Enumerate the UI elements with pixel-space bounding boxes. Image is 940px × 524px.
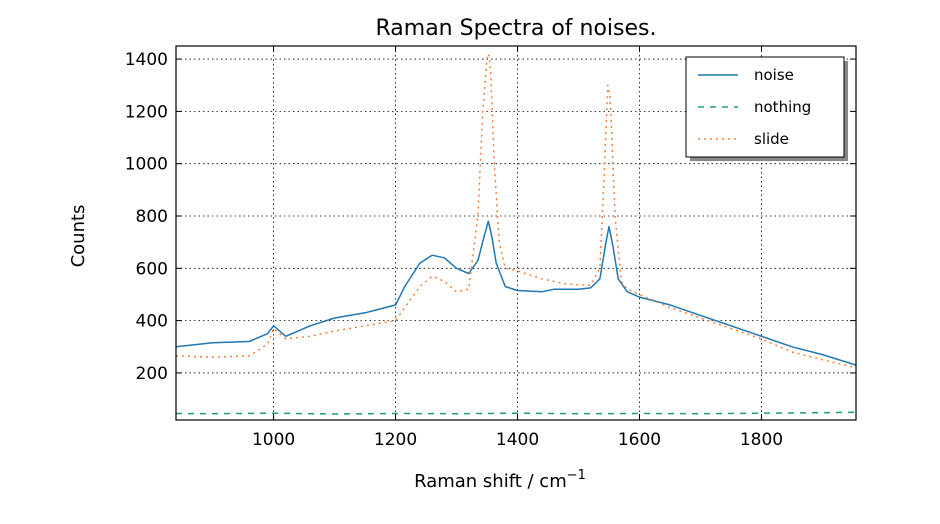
x-axis-label-superscript: −1 bbox=[567, 468, 586, 483]
y-tick-label: 1400 bbox=[125, 50, 168, 70]
legend: noise nothing slide bbox=[685, 56, 848, 161]
series-line-noise bbox=[175, 220, 857, 366]
y-axis-label: Counts bbox=[68, 205, 89, 268]
x-axis-label: Raman shift / cm−1 bbox=[414, 468, 586, 492]
plot-frame bbox=[175, 45, 857, 421]
x-tick-label: 1800 bbox=[740, 430, 783, 450]
x-tick-label: 1200 bbox=[374, 430, 417, 450]
y-tick-label: 800 bbox=[136, 207, 168, 227]
chart-title: Raman Spectra of noises. bbox=[375, 16, 656, 41]
grid bbox=[176, 46, 856, 420]
x-axis-label-text: Raman shift / cm bbox=[414, 471, 567, 492]
x-tick-label: 1400 bbox=[496, 430, 539, 450]
y-tick-label: 400 bbox=[136, 312, 168, 332]
axis-ticks: 1000 1200 1400 1600 1800 200 400 600 800 1000 1200… bbox=[125, 46, 856, 450]
y-tick-label: 1200 bbox=[125, 102, 168, 122]
series-line-slide bbox=[175, 53, 857, 369]
legend-label-noise: noise bbox=[754, 66, 794, 84]
series-line-nothing bbox=[175, 411, 857, 415]
y-tick-label: 200 bbox=[136, 364, 168, 384]
legend-label-slide: slide bbox=[754, 130, 789, 148]
x-tick-label: 1600 bbox=[618, 430, 661, 450]
legend-label-nothing: nothing bbox=[754, 98, 811, 116]
y-tick-label: 600 bbox=[136, 259, 168, 279]
y-tick-label: 1000 bbox=[125, 155, 168, 175]
plot-series bbox=[175, 53, 857, 415]
x-tick-label: 1000 bbox=[252, 430, 295, 450]
